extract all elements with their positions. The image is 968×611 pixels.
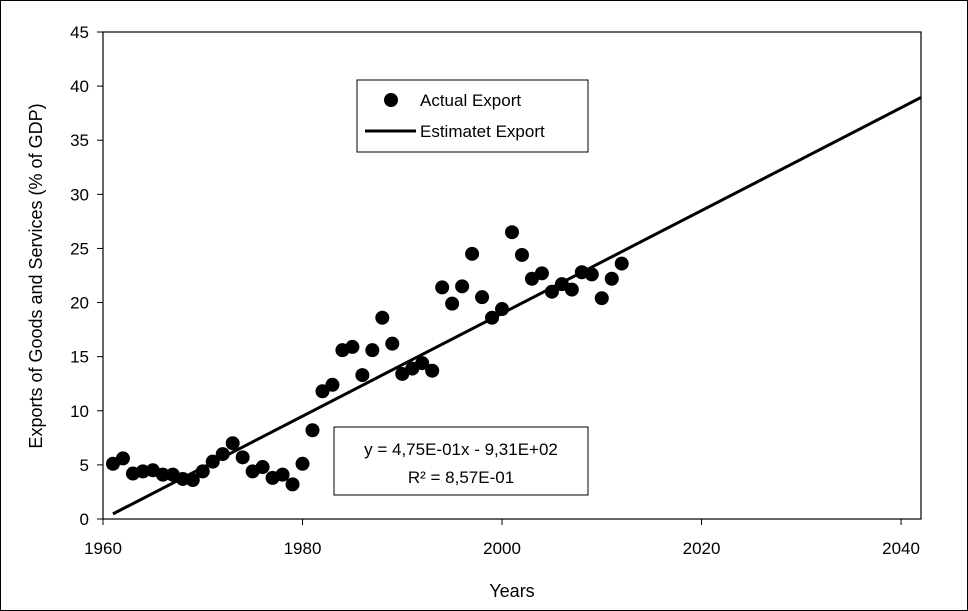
data-point	[285, 477, 300, 492]
data-point	[415, 356, 430, 371]
data-point	[465, 246, 480, 261]
data-point	[455, 279, 470, 294]
data-point	[495, 302, 510, 317]
trendline-layer	[112, 96, 922, 516]
legend: Actual Export Estimatet Export	[356, 79, 589, 153]
y-axis-ticks: 0 5 10 15 20 25 30 35 40 45	[70, 23, 103, 529]
y-tick-label: 15	[70, 348, 89, 367]
data-point	[425, 363, 440, 378]
legend-box	[356, 79, 589, 153]
data-point	[295, 456, 310, 471]
y-tick-label: 10	[70, 402, 89, 421]
y-tick-label: 25	[70, 239, 89, 258]
trendline	[112, 96, 922, 516]
data-point	[255, 460, 270, 475]
data-point	[584, 267, 599, 282]
x-axis-title: Years	[489, 581, 534, 601]
data-point	[315, 384, 330, 399]
data-point	[475, 290, 490, 305]
data-point	[594, 291, 609, 306]
y-axis-title: Exports of Goods and Services (% of GDP)	[26, 103, 46, 448]
data-point	[225, 436, 240, 451]
data-point	[355, 368, 370, 383]
data-point	[235, 450, 250, 465]
data-point	[365, 343, 380, 358]
data-point	[275, 467, 290, 482]
y-tick-label: 35	[70, 131, 89, 150]
y-tick-label: 45	[70, 23, 89, 42]
data-point	[215, 447, 230, 462]
x-tick-label: 2020	[683, 539, 721, 558]
r-squared-text: R² = 8,57E-01	[408, 468, 514, 487]
data-point	[485, 310, 500, 325]
data-point	[185, 473, 200, 488]
data-point	[505, 225, 519, 240]
data-point	[614, 256, 629, 271]
y-tick-label: 0	[80, 510, 89, 529]
legend-marker-actual	[384, 93, 398, 107]
y-tick-label: 5	[80, 456, 89, 475]
data-point	[325, 377, 340, 392]
data-point	[345, 339, 360, 354]
data-point	[155, 467, 170, 482]
data-points	[105, 225, 629, 492]
equation-box: y = 4,75E-01x - 9,31E+02 R² = 8,57E-01	[333, 426, 589, 496]
y-tick-label: 40	[70, 77, 89, 96]
x-tick-label: 1980	[284, 539, 322, 558]
data-point	[305, 423, 320, 438]
y-tick-label: 20	[70, 294, 89, 313]
equation-box-frame	[333, 426, 589, 496]
data-point	[385, 336, 400, 351]
data-point	[435, 280, 450, 295]
legend-label-estimated: Estimatet Export	[420, 122, 545, 141]
data-point	[205, 454, 220, 469]
x-tick-label: 2000	[483, 539, 521, 558]
data-point	[604, 271, 619, 286]
equation-text: y = 4,75E-01x - 9,31E+02	[364, 440, 558, 459]
data-point	[534, 266, 549, 281]
data-point	[544, 284, 559, 299]
legend-label-actual: Actual Export	[420, 91, 521, 110]
data-point	[564, 282, 579, 297]
x-tick-label: 1960	[84, 539, 122, 558]
x-tick-label: 2040	[882, 539, 920, 558]
data-point	[514, 247, 529, 262]
x-axis-ticks: 1960 1980 2000 2020 2040	[84, 519, 920, 558]
data-point	[195, 464, 210, 479]
data-point	[445, 296, 460, 311]
y-tick-label: 30	[70, 185, 89, 204]
data-point	[115, 451, 130, 466]
data-point	[375, 310, 390, 325]
